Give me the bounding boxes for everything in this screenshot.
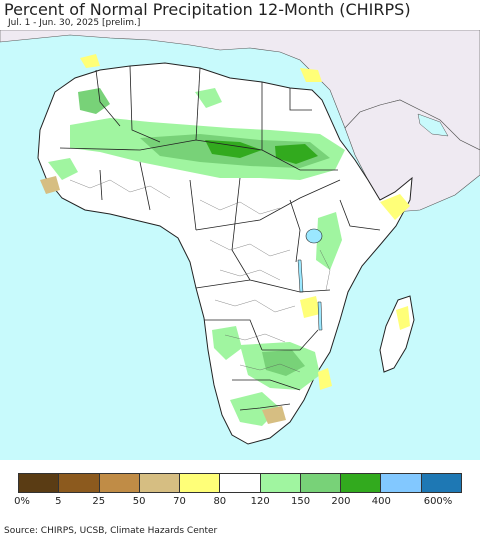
country-borders <box>59 65 381 411</box>
legend-swatch <box>381 474 422 492</box>
sudan-dark-green-core <box>275 144 318 164</box>
legend-label: 80 <box>213 496 227 507</box>
mozambique-yellow <box>318 368 332 390</box>
legend-swatch <box>99 474 140 492</box>
lake-malawi <box>317 301 323 331</box>
persian-gulf <box>417 113 449 137</box>
legend-label: 600% <box>423 496 453 507</box>
angola-green <box>212 326 242 360</box>
legend-label: 5 <box>55 496 62 507</box>
legend-label: 400 <box>371 496 391 507</box>
legend-swatch <box>260 474 301 492</box>
legend-label: 150 <box>290 496 311 507</box>
legend-swatch <box>139 474 181 492</box>
madagascar-yellow <box>396 306 410 330</box>
legend-swatch <box>421 474 461 492</box>
sahel-dark-green-core <box>205 140 262 158</box>
above-normal-areas <box>48 88 345 426</box>
west-africa-green <box>48 158 78 180</box>
africa-precipitation-map <box>0 30 480 460</box>
map-title: Percent of Normal Precipitation 12-Month… <box>4 0 411 19</box>
legend-swatch <box>59 474 100 492</box>
legend-label: 25 <box>92 496 106 507</box>
legend-label: 200 <box>331 496 351 507</box>
horn-yellow <box>380 194 410 220</box>
south-africa-tan <box>262 406 286 424</box>
legend-label: 70 <box>173 496 186 507</box>
west-africa-tan <box>40 176 60 194</box>
lake-victoria <box>305 228 323 244</box>
legend-swatch <box>341 474 382 492</box>
source-credit: Source: CHIRPS, UCSB, Climate Hazards Ce… <box>4 526 218 536</box>
legend-label: 50 <box>132 496 146 507</box>
admin-boundaries <box>69 179 331 373</box>
legend-swatch <box>180 474 221 492</box>
east-africa-yellow <box>300 296 320 318</box>
sahara-green-patch <box>195 88 222 108</box>
legend-labels: 0% 5 25 50 70 80 120 150 200 400 600% <box>14 496 462 510</box>
legend-color-bar <box>18 473 462 493</box>
legend-label: 120 <box>250 496 270 507</box>
east-africa-green <box>316 212 342 270</box>
mauritania-green <box>78 88 110 114</box>
legend-swatch <box>19 474 60 492</box>
legend-swatch <box>300 474 342 492</box>
southern-africa-darker <box>262 350 305 376</box>
map-subtitle: Jul. 1 - Jun. 30, 2025 [prelim.] <box>8 18 141 28</box>
egypt-yellow <box>300 68 322 82</box>
below-normal-areas <box>40 54 410 424</box>
legend-swatch <box>220 474 261 492</box>
legend-label: 0% <box>14 496 30 507</box>
morocco-yellow <box>80 54 100 68</box>
